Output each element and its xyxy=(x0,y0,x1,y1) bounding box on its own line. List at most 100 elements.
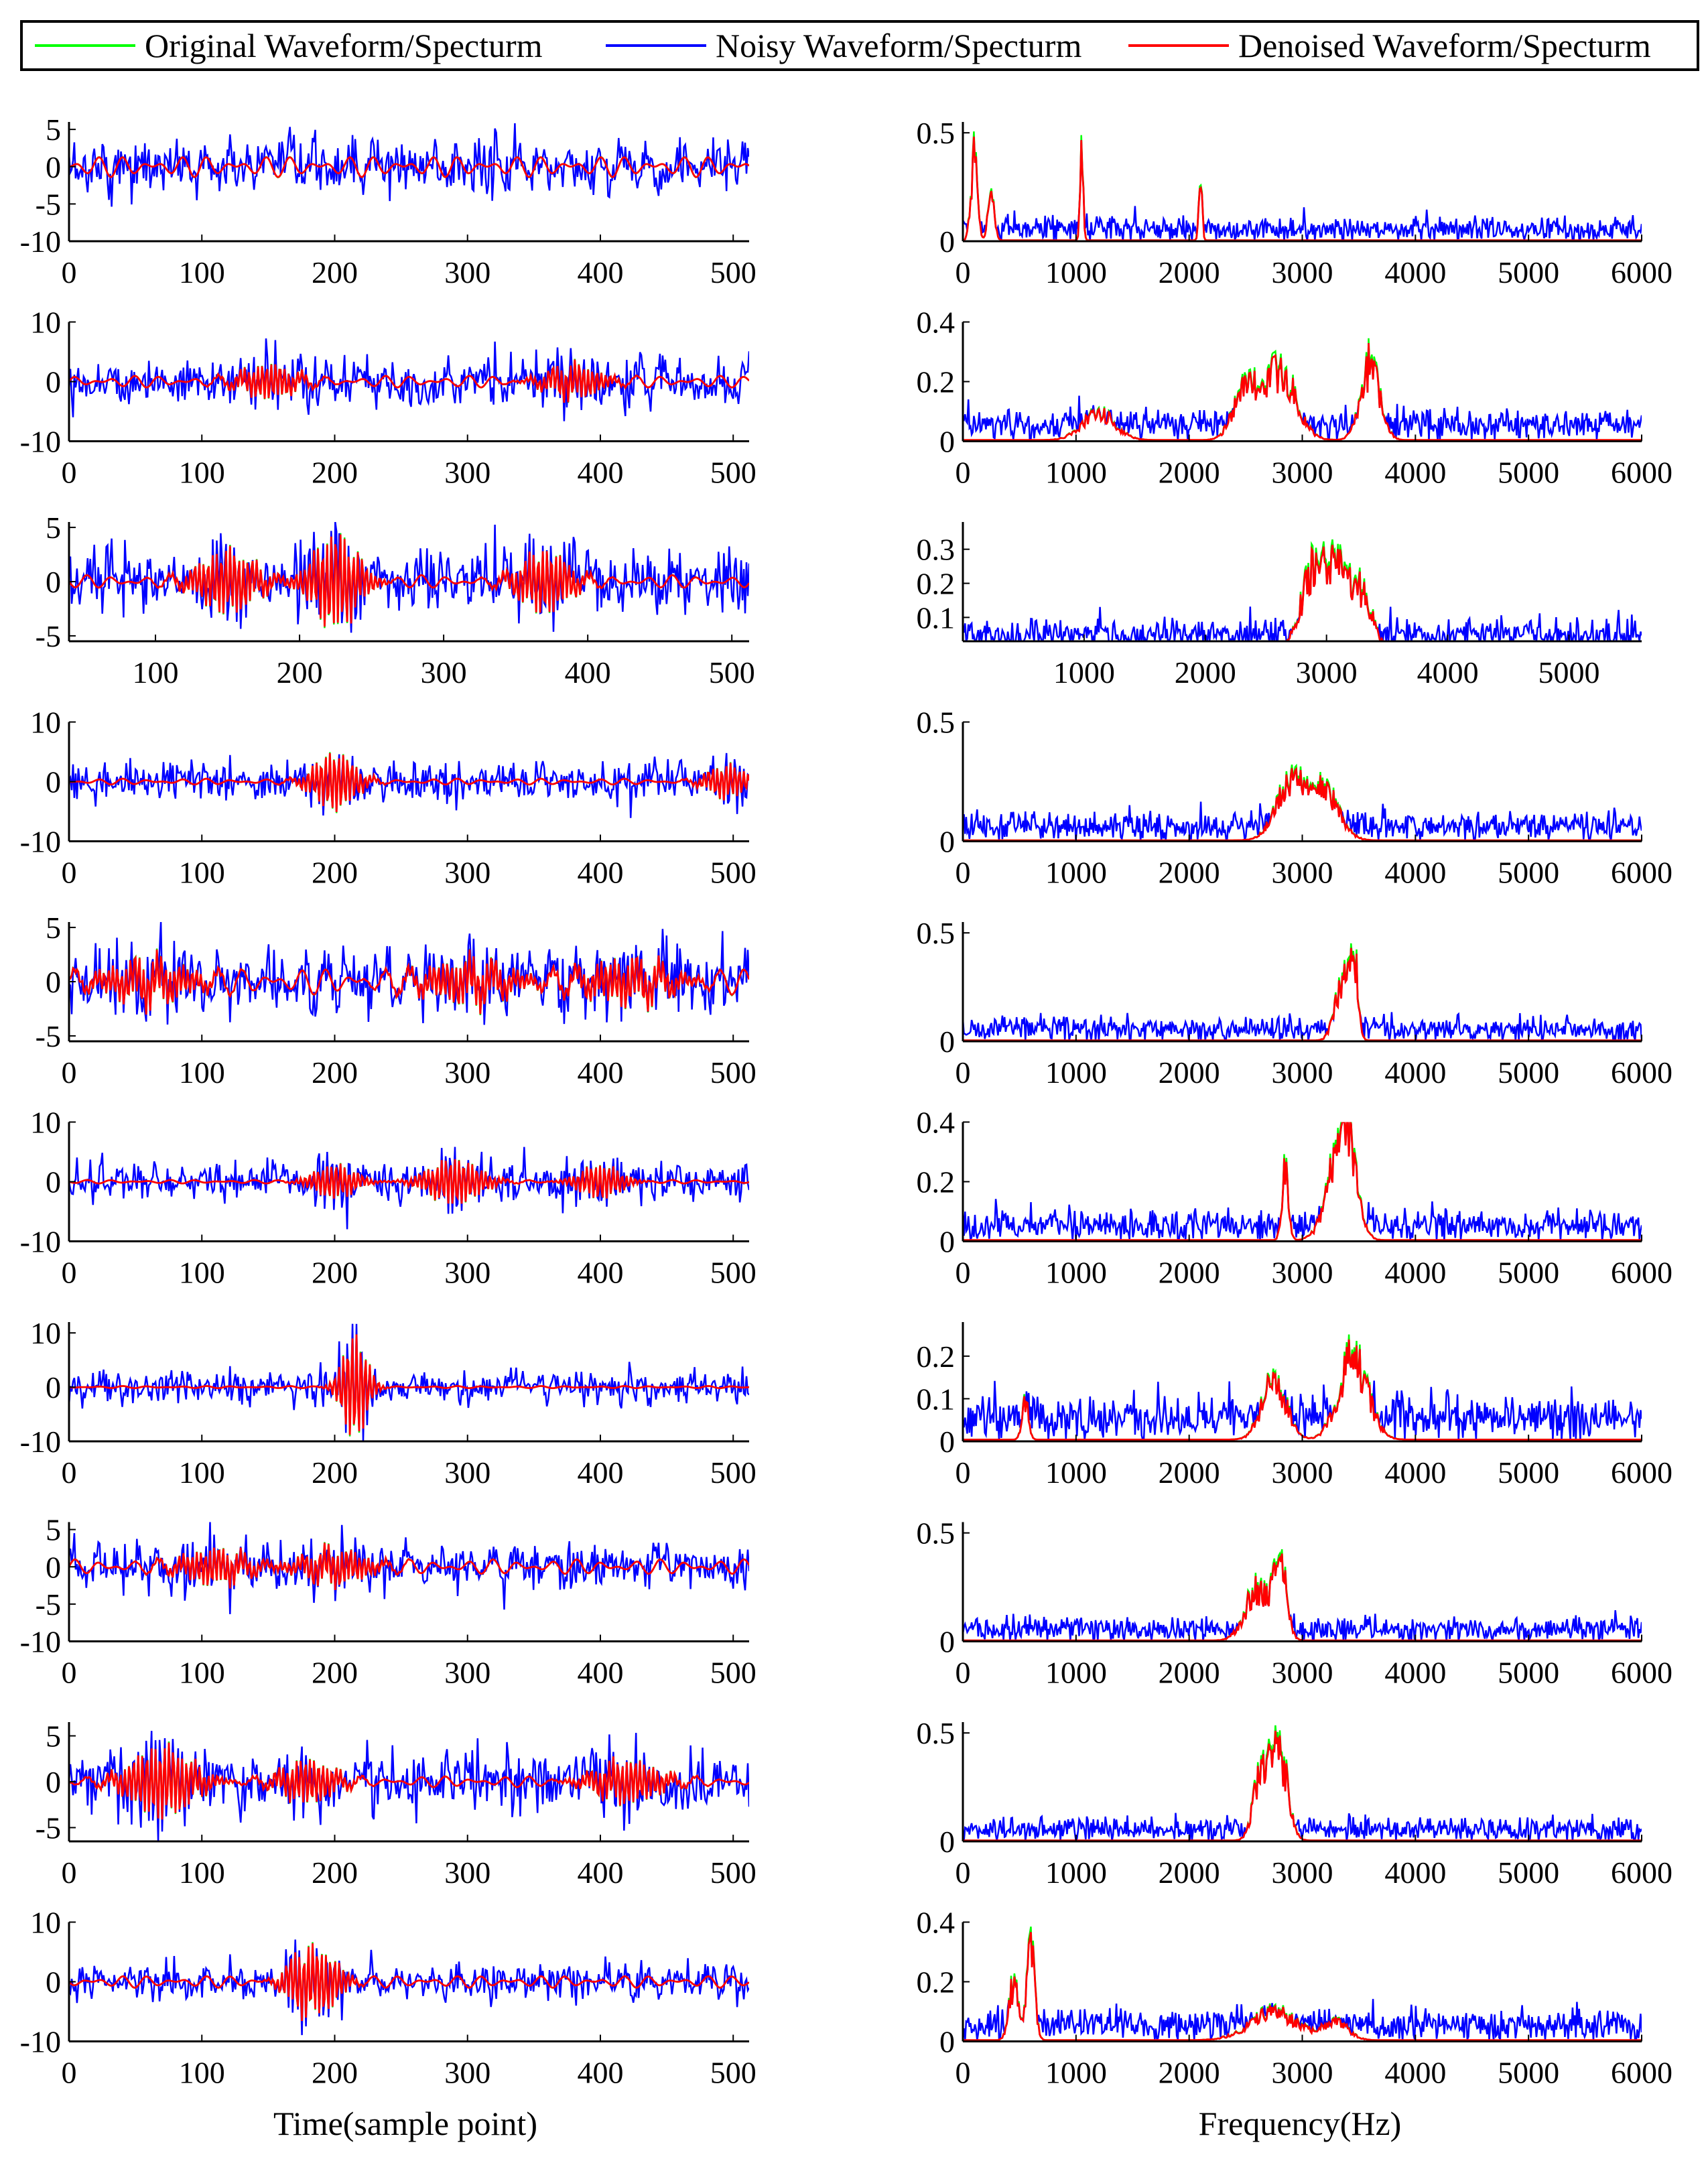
x-tick-label: 200 xyxy=(312,1656,358,1690)
y-tick-label: 0 xyxy=(46,965,61,999)
panel-time-3: 100 200 300 400 500 -5 0 5 xyxy=(36,511,755,690)
y-tick-label: -10 xyxy=(20,1425,61,1459)
x-tick-label: 0 xyxy=(956,856,971,890)
series-noisy-frequency-10 xyxy=(963,1932,1642,2042)
series-noisy-frequency-4 xyxy=(963,767,1642,842)
x-tick-label: 1000 xyxy=(1045,1455,1107,1490)
x-tick-label: 0 xyxy=(62,856,77,890)
y-tick-label: 0 xyxy=(46,1550,61,1584)
x-tick-label: 200 xyxy=(312,856,358,890)
x-tick-label: 200 xyxy=(312,255,358,289)
x-tick-label: 400 xyxy=(577,1455,623,1490)
x-tick-label: 6000 xyxy=(1611,1055,1672,1090)
panel-frequency-7: 0 1000 2000 3000 4000 5000 6000 0 0.1 0.2 xyxy=(917,1322,1672,1490)
x-tick-label: 1000 xyxy=(1045,1256,1107,1290)
x-tick-label: 200 xyxy=(312,1256,358,1290)
x-tick-label: 3000 xyxy=(1272,255,1333,289)
y-tick-label: -10 xyxy=(20,1225,61,1259)
y-tick-label: 10 xyxy=(30,706,61,740)
x-tick-label: 400 xyxy=(577,1855,623,1890)
y-tick-label: 0 xyxy=(46,1965,61,2000)
x-tick-label: 400 xyxy=(577,2056,623,2090)
y-tick-label: 0 xyxy=(46,1370,61,1404)
x-tick-label: 1000 xyxy=(1045,1656,1107,1690)
x-tick-label: 2000 xyxy=(1159,1455,1220,1490)
y-tick-label: 0.3 xyxy=(917,533,956,567)
y-tick-label: 0.4 xyxy=(917,1106,956,1140)
x-tick-label: 4000 xyxy=(1384,856,1446,890)
x-tick-label: 300 xyxy=(421,655,467,690)
y-tick-label: 0 xyxy=(939,425,955,459)
x-tick-label: 500 xyxy=(709,655,755,690)
series-denoised-time-2 xyxy=(69,359,749,403)
x-tick-label: 500 xyxy=(710,1656,757,1690)
x-tick-label: 4000 xyxy=(1384,1656,1446,1690)
x-tick-label: 300 xyxy=(444,1055,490,1090)
x-tick-label: 5000 xyxy=(1498,1455,1559,1490)
x-tick-label: 500 xyxy=(710,1256,757,1290)
x-tick-label: 1000 xyxy=(1053,655,1115,690)
panel-time-1: 0 100 200 300 400 500-10-505 xyxy=(20,113,757,289)
y-tick-label: 0.5 xyxy=(917,1716,956,1750)
x-tick-label: 4000 xyxy=(1384,1055,1446,1090)
x-tick-label: 500 xyxy=(710,1855,757,1890)
x-tick-label: 5000 xyxy=(1498,1055,1559,1090)
y-tick-label: 0.5 xyxy=(917,116,956,150)
x-tick-label: 400 xyxy=(577,856,623,890)
x-tick-label: 3000 xyxy=(1296,655,1358,690)
series-noisy-frequency-3 xyxy=(963,544,1642,641)
series-original-frequency-1 xyxy=(963,131,1642,241)
legend: Original Waveform/Specturm Noisy Wavefor… xyxy=(20,20,1699,71)
series-noisy-time-8 xyxy=(69,1522,749,1614)
time-axis-label: Time(sample point) xyxy=(273,2105,537,2142)
x-tick-label: 500 xyxy=(710,1055,757,1090)
y-tick-label: 0 xyxy=(46,765,61,799)
y-tick-label: -5 xyxy=(36,1019,61,1053)
x-tick-label: 100 xyxy=(179,255,225,289)
y-tick-label: -10 xyxy=(20,1625,61,1659)
x-tick-label: 5000 xyxy=(1498,856,1559,890)
x-tick-label: 100 xyxy=(179,1455,225,1490)
x-tick-label: 5000 xyxy=(1498,1656,1559,1690)
x-tick-label: 0 xyxy=(62,1855,77,1890)
series-noisy-time-2 xyxy=(69,338,749,421)
y-tick-label: 0.4 xyxy=(917,1906,956,1940)
x-tick-label: 0 xyxy=(956,1656,971,1690)
x-tick-label: 300 xyxy=(444,2056,490,2090)
legend-item-original: Original Waveform/Specturm xyxy=(35,23,543,68)
x-tick-label: 200 xyxy=(277,655,323,690)
panel-frequency-8: 0 1000 2000 3000 4000 5000 6000 0 0.5 xyxy=(917,1516,1673,1690)
series-denoised-time-1 xyxy=(69,156,749,178)
series-denoised-frequency-3 xyxy=(963,544,1642,641)
x-tick-label: 5000 xyxy=(1498,1256,1559,1290)
x-tick-label: 0 xyxy=(956,2056,971,2090)
x-tick-label: 2000 xyxy=(1159,255,1220,289)
x-tick-label: 5000 xyxy=(1538,655,1599,690)
x-tick-label: 2000 xyxy=(1159,1055,1220,1090)
x-tick-label: 100 xyxy=(179,1656,225,1690)
series-denoised-time-8 xyxy=(69,1543,749,1590)
x-tick-label: 500 xyxy=(710,1455,757,1490)
x-tick-label: 0 xyxy=(62,1656,77,1690)
y-tick-label: -5 xyxy=(36,1587,61,1622)
x-tick-label: 300 xyxy=(444,1656,490,1690)
y-tick-label: -5 xyxy=(36,619,61,653)
x-tick-label: 0 xyxy=(956,255,971,289)
series-noisy-frequency-2 xyxy=(963,343,1642,442)
series-denoised-time-3 xyxy=(69,534,749,627)
x-tick-label: 100 xyxy=(179,1256,225,1290)
x-tick-label: 0 xyxy=(62,255,77,289)
x-tick-label: 400 xyxy=(577,255,623,289)
y-tick-label: 0.2 xyxy=(917,365,956,399)
panel-frequency-10: 0 1000 2000 3000 4000 5000 6000 0 0.2 0.4 xyxy=(917,1906,1673,2090)
y-tick-label: 0.4 xyxy=(917,306,956,340)
x-tick-label: 4000 xyxy=(1384,1855,1446,1890)
y-tick-label: 0 xyxy=(46,365,61,399)
x-tick-label: 1000 xyxy=(1045,856,1107,890)
y-tick-label: 0 xyxy=(939,1625,955,1659)
x-tick-label: 4000 xyxy=(1384,456,1446,490)
x-tick-label: 400 xyxy=(577,456,623,490)
x-tick-label: 6000 xyxy=(1611,856,1672,890)
